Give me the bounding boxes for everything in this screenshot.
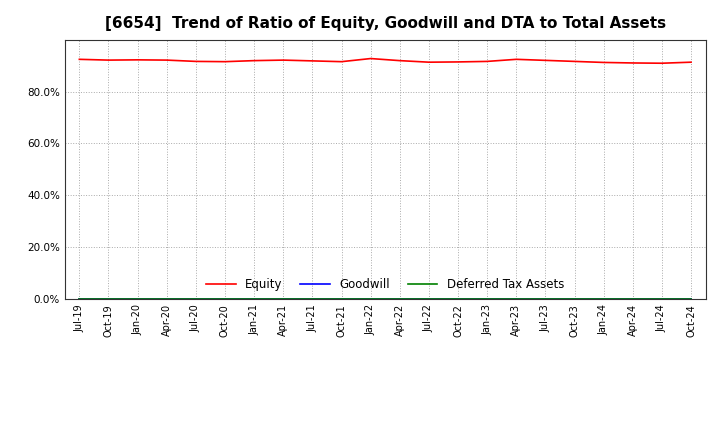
Goodwill [687,297,696,302]
Deferred Tax Assets [512,297,521,302]
Deferred Tax Assets [104,297,113,302]
Equity [599,60,608,65]
Equity [220,59,229,64]
Goodwill [483,297,492,302]
Goodwill [570,297,579,302]
Equity [541,58,550,63]
Equity [366,56,375,61]
Goodwill [454,297,462,302]
Equity [425,59,433,65]
Goodwill [163,297,171,302]
Deferred Tax Assets [163,297,171,302]
Deferred Tax Assets [657,297,666,302]
Goodwill [541,297,550,302]
Deferred Tax Assets [541,297,550,302]
Deferred Tax Assets [220,297,229,302]
Goodwill [599,297,608,302]
Goodwill [104,297,113,302]
Deferred Tax Assets [337,297,346,302]
Equity [308,58,317,63]
Goodwill [250,297,258,302]
Goodwill [308,297,317,302]
Deferred Tax Assets [192,297,200,302]
Deferred Tax Assets [599,297,608,302]
Goodwill [133,297,142,302]
Deferred Tax Assets [425,297,433,302]
Deferred Tax Assets [454,297,462,302]
Legend: Equity, Goodwill, Deferred Tax Assets: Equity, Goodwill, Deferred Tax Assets [202,273,569,296]
Equity [483,59,492,64]
Equity [279,58,287,63]
Equity [104,58,113,63]
Deferred Tax Assets [366,297,375,302]
Equity [570,59,579,64]
Goodwill [279,297,287,302]
Goodwill [366,297,375,302]
Goodwill [395,297,404,302]
Equity [657,61,666,66]
Line: Equity: Equity [79,59,691,63]
Deferred Tax Assets [133,297,142,302]
Goodwill [629,297,637,302]
Deferred Tax Assets [75,297,84,302]
Deferred Tax Assets [629,297,637,302]
Deferred Tax Assets [308,297,317,302]
Equity [512,57,521,62]
Deferred Tax Assets [250,297,258,302]
Goodwill [192,297,200,302]
Equity [454,59,462,65]
Goodwill [337,297,346,302]
Equity [163,58,171,63]
Deferred Tax Assets [687,297,696,302]
Deferred Tax Assets [279,297,287,302]
Goodwill [220,297,229,302]
Goodwill [512,297,521,302]
Deferred Tax Assets [483,297,492,302]
Deferred Tax Assets [570,297,579,302]
Title: [6654]  Trend of Ratio of Equity, Goodwill and DTA to Total Assets: [6654] Trend of Ratio of Equity, Goodwil… [104,16,666,32]
Equity [192,59,200,64]
Equity [629,60,637,66]
Equity [395,58,404,63]
Deferred Tax Assets [395,297,404,302]
Equity [250,58,258,63]
Equity [75,57,84,62]
Goodwill [657,297,666,302]
Goodwill [75,297,84,302]
Goodwill [425,297,433,302]
Equity [337,59,346,64]
Equity [133,57,142,62]
Equity [687,59,696,65]
